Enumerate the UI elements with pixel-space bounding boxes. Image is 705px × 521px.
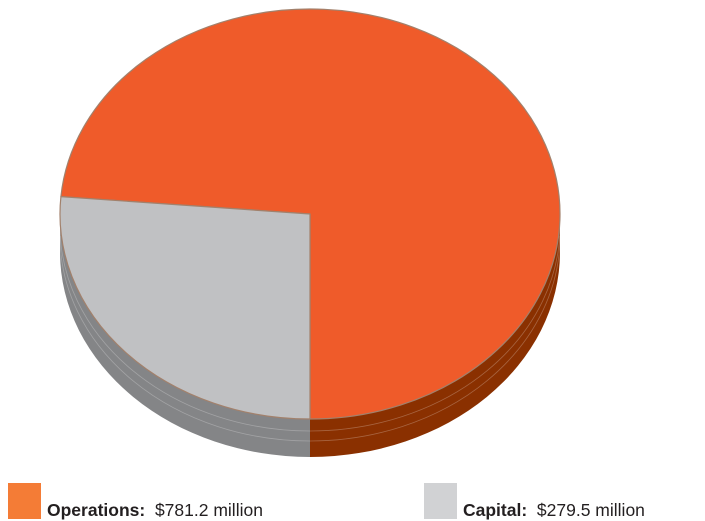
operations-swatch: [8, 483, 41, 519]
capital-legend-text: Capital: $279.5 million: [463, 500, 645, 520]
capital-swatch: [424, 483, 457, 519]
capital-label: Capital:: [463, 500, 532, 520]
pie-chart: [0, 0, 705, 480]
capital-slice: [60, 197, 310, 419]
capital-value: $279.5 million: [537, 500, 645, 520]
operations-label: Operations:: [47, 500, 150, 520]
operations-value: $781.2 million: [155, 500, 263, 520]
operations-legend-text: Operations: $781.2 million: [47, 500, 263, 520]
pie-tops: [60, 9, 560, 419]
